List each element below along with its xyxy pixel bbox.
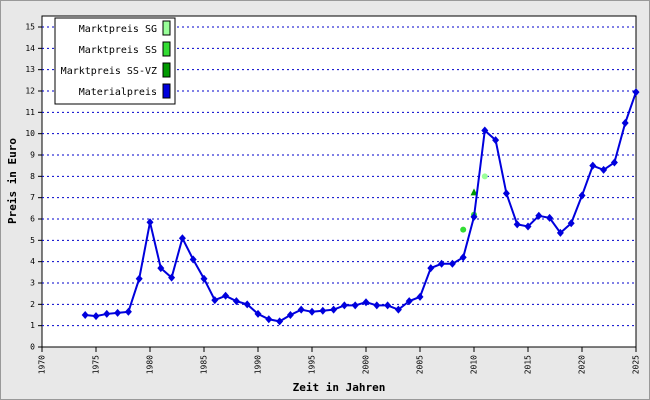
data-point: [232, 297, 240, 306]
data-point: [448, 259, 456, 268]
data-point: [200, 274, 208, 283]
data-point: [535, 211, 543, 220]
data-point: [502, 189, 510, 198]
data-point: [460, 226, 467, 233]
y-tick-label: 11: [25, 108, 35, 117]
data-point: [124, 307, 132, 316]
y-tick-label: 14: [25, 44, 35, 53]
data-point: [438, 259, 446, 268]
data-point: [340, 301, 348, 310]
data-point: [427, 264, 435, 273]
data-point: [254, 309, 262, 318]
y-tick-label: 3: [30, 279, 35, 288]
data-point: [81, 311, 89, 319]
legend-label: Marktpreis SS: [79, 45, 157, 56]
data-point: [92, 312, 100, 321]
legend-swatch: [162, 41, 171, 57]
y-tick-label: 12: [25, 87, 35, 96]
y-tick-label: 9: [30, 151, 35, 160]
x-tick-label: 1970: [38, 355, 47, 374]
x-axis-title: Zeit in Jahren: [293, 381, 386, 394]
data-point: [405, 297, 413, 306]
data-point: [492, 136, 500, 145]
x-tick-label: 1980: [146, 355, 155, 374]
y-tick-label: 10: [25, 129, 35, 138]
data-point: [373, 301, 381, 310]
data-point: [513, 220, 521, 229]
data-point: [621, 119, 629, 127]
x-tick-label: 2015: [524, 355, 533, 374]
data-point: [286, 311, 294, 319]
x-tick-label: 2020: [578, 355, 587, 374]
data-point: [319, 306, 327, 315]
y-tick-label: 8: [30, 172, 35, 181]
y-tick-label: 5: [30, 236, 35, 245]
data-point: [578, 191, 586, 200]
y-tick-label: 6: [30, 215, 35, 224]
data-line: [85, 91, 637, 323]
x-tick-label: 1985: [200, 355, 209, 374]
data-point: [103, 309, 111, 318]
x-tick-label: 2010: [470, 355, 479, 374]
data-point: [470, 188, 478, 196]
data-point: [297, 305, 305, 314]
data-point: [351, 301, 359, 310]
data-point: [470, 212, 478, 221]
data-point: [189, 255, 197, 264]
data-point: [265, 315, 273, 324]
data-point: [394, 305, 402, 314]
data-point: [330, 305, 338, 314]
data-point: [589, 161, 597, 170]
legend-swatch: [162, 20, 171, 36]
data-point: [168, 273, 176, 282]
data-point: [416, 292, 424, 301]
legend-swatch: [162, 83, 171, 99]
legend-box: [54, 17, 176, 105]
data-point: [481, 126, 489, 135]
x-tick-label: 1990: [254, 355, 263, 374]
legend-swatch: [162, 62, 171, 78]
legend-label: Materialpreis: [79, 87, 157, 98]
data-point: [276, 317, 284, 326]
x-tick-label: 2000: [362, 355, 371, 374]
data-point: [600, 165, 608, 174]
data-point: [211, 296, 219, 305]
data-point: [546, 213, 554, 222]
y-tick-label: 2: [30, 300, 35, 309]
data-point: [308, 307, 316, 316]
data-point: [114, 308, 122, 317]
data-point: [556, 228, 564, 237]
data-point: [362, 298, 370, 307]
data-point: [157, 264, 165, 273]
data-point: [243, 300, 251, 309]
y-tick-label: 1: [30, 321, 35, 330]
data-point: [632, 88, 640, 97]
legend-label: Marktpreis SS-VZ: [61, 66, 157, 77]
data-point: [222, 291, 230, 300]
data-point: [567, 219, 575, 228]
data-point: [481, 173, 488, 180]
y-axis-title: Preis in Euro: [6, 138, 19, 224]
data-point: [384, 301, 392, 310]
data-point: [524, 222, 532, 231]
legend-label: Marktpreis SG: [79, 24, 157, 35]
x-tick-label: 1995: [308, 355, 317, 374]
y-tick-label: 15: [25, 23, 35, 32]
y-tick-label: 13: [25, 65, 35, 74]
y-tick-label: 4: [30, 257, 35, 266]
data-point: [459, 253, 467, 262]
y-tick-label: 0: [30, 343, 35, 352]
data-point: [135, 274, 143, 283]
x-tick-label: 2005: [416, 355, 425, 374]
x-tick-label: 1975: [92, 355, 101, 374]
data-point: [178, 234, 186, 243]
x-tick-label: 2025: [632, 355, 641, 374]
y-tick-label: 7: [30, 193, 35, 202]
data-point: [146, 218, 154, 227]
data-point: [610, 158, 618, 167]
